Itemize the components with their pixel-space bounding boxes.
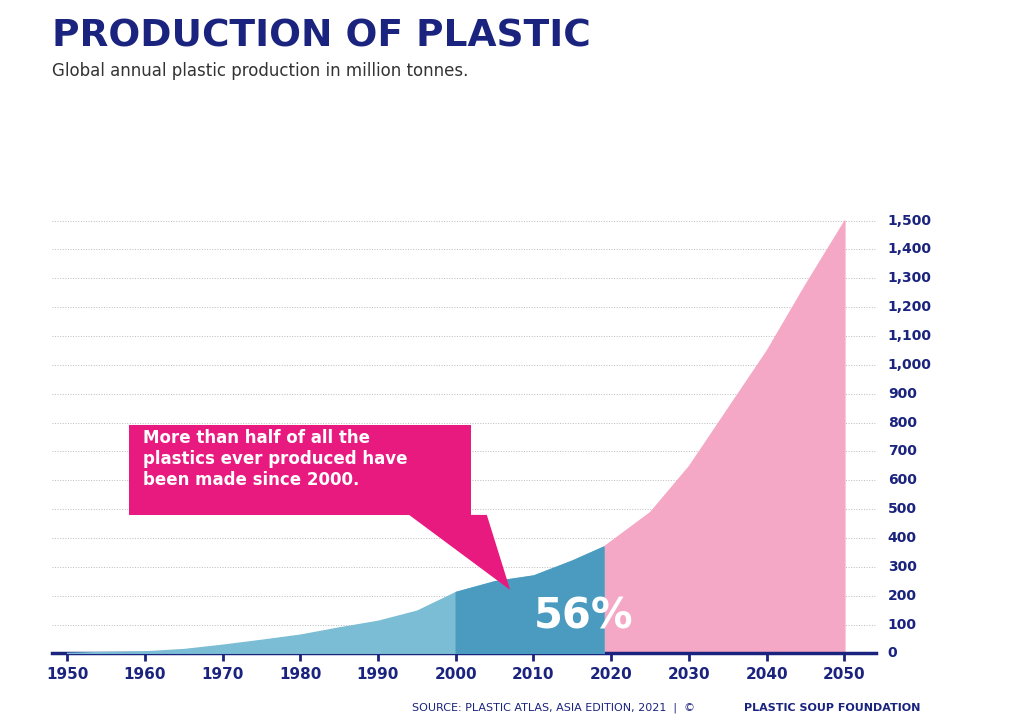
FancyBboxPatch shape — [129, 425, 472, 515]
Text: 600: 600 — [888, 473, 917, 487]
Text: 700: 700 — [888, 444, 917, 458]
Text: 400: 400 — [888, 531, 917, 545]
Text: 100: 100 — [888, 618, 917, 632]
Text: SOURCE: PLASTIC ATLAS, ASIA EDITION, 2021  |  ©: SOURCE: PLASTIC ATLAS, ASIA EDITION, 202… — [412, 703, 698, 713]
Text: Global annual plastic production in million tonnes.: Global annual plastic production in mill… — [52, 62, 468, 80]
Text: 1,400: 1,400 — [888, 242, 932, 256]
Text: 800: 800 — [888, 415, 917, 430]
Text: 900: 900 — [888, 387, 917, 401]
Text: 1,300: 1,300 — [888, 272, 932, 285]
Text: 1,000: 1,000 — [888, 358, 932, 372]
Text: 56%: 56% — [534, 595, 633, 637]
Text: 1,500: 1,500 — [888, 213, 932, 227]
Text: 200: 200 — [888, 589, 917, 603]
Text: PRODUCTION OF PLASTIC: PRODUCTION OF PLASTIC — [52, 18, 590, 54]
Text: 1,200: 1,200 — [888, 300, 932, 314]
Text: PLASTIC SOUP FOUNDATION: PLASTIC SOUP FOUNDATION — [744, 703, 920, 713]
Text: 300: 300 — [888, 560, 917, 574]
Text: 500: 500 — [888, 502, 917, 516]
Text: More than half of all the
plastics ever produced have
been made since 2000.: More than half of all the plastics ever … — [143, 429, 408, 489]
Text: 1,100: 1,100 — [888, 329, 932, 343]
Polygon shape — [409, 515, 510, 590]
Text: 0: 0 — [888, 646, 897, 661]
